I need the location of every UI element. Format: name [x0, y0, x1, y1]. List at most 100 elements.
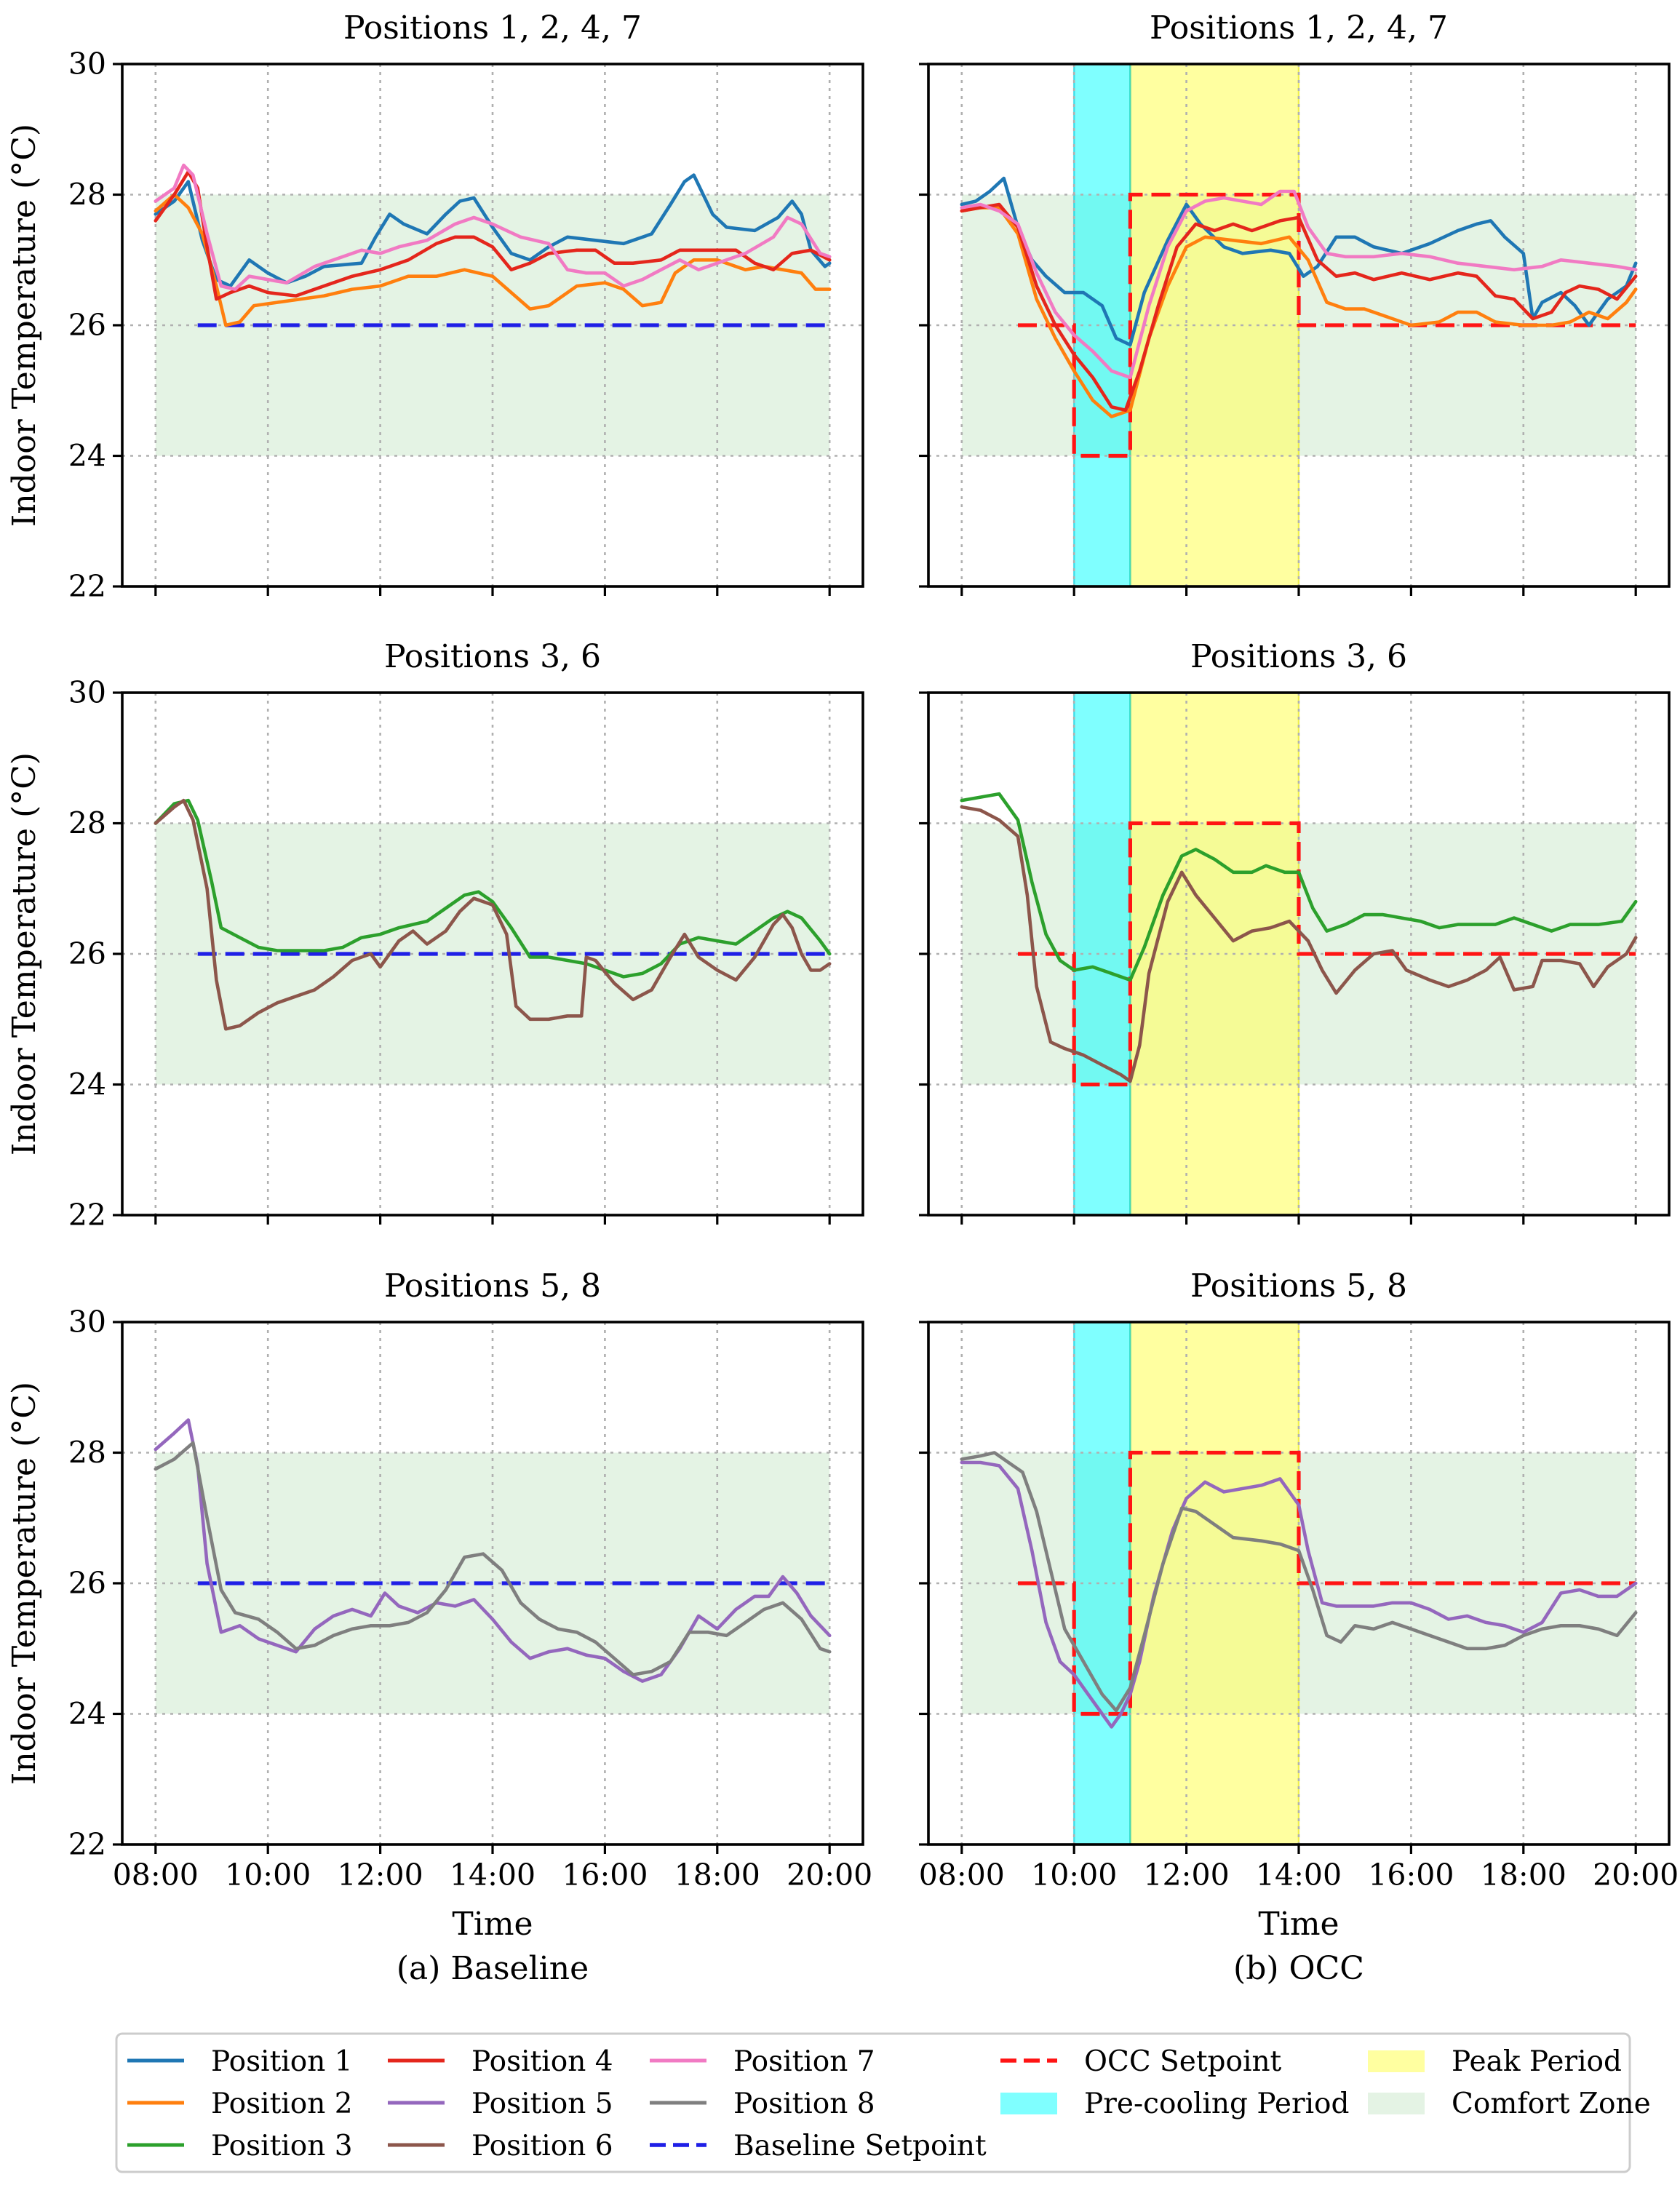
legend-item-position-7: Position 7 [650, 2045, 875, 2078]
series-line-position-2 [154, 193, 832, 327]
y-tick-label: 30 [68, 1305, 106, 1340]
series-line-position-2 [960, 206, 1638, 418]
x-tick-label: 10:00 [1031, 1858, 1117, 1893]
y-tick-label: 28 [68, 806, 106, 841]
y-tick-label: 24 [68, 439, 106, 474]
series-line-position-4 [960, 202, 1638, 412]
x-tick-label: 12:00 [1144, 1858, 1230, 1893]
chart-panel-3: 22 24 26 28 30 Positions 3, 6 Indoor Temperatu… [6, 638, 864, 1233]
x-tick-label: 08:00 [113, 1858, 199, 1893]
x-tick-label: 14:00 [450, 1858, 536, 1893]
series-line-position-1 [960, 176, 1638, 347]
legend-item-position-3: Position 3 [127, 2130, 353, 2162]
legend-item-position-1: Position 1 [127, 2045, 353, 2078]
legend-label: Position 3 [211, 2130, 353, 2162]
series-line-position-1 [154, 173, 832, 288]
y-tick-label: 24 [68, 1067, 106, 1102]
series-line-position-6 [154, 798, 832, 1031]
series-line-position-8 [960, 1451, 1638, 1713]
chart-title: Positions 1, 2, 4, 7 [343, 9, 642, 47]
legend-label: Baseline Setpoint [733, 2130, 987, 2162]
setpoint-line-occ-setpoint [1018, 1450, 1636, 1716]
legend-label: Position 2 [211, 2088, 353, 2120]
x-tick-label: 16:00 [562, 1858, 648, 1893]
chart-title: Positions 1, 2, 4, 7 [1150, 9, 1448, 47]
series-line-position-7 [960, 189, 1638, 380]
chart-panel-2: Positions 1, 2, 4, 7 [919, 9, 1671, 596]
legend-label: Position 5 [471, 2088, 613, 2120]
legend-swatch [1368, 2050, 1425, 2072]
chart-title: Positions 5, 8 [1190, 1267, 1407, 1305]
series-line-position-4 [154, 170, 832, 301]
series-line-position-8 [154, 1441, 832, 1676]
y-tick-label: 28 [68, 178, 106, 212]
x-tick-label: 18:00 [674, 1858, 760, 1893]
subfigure-caption: (b) OCC [1233, 1950, 1364, 1987]
x-tick-label: 20:00 [1593, 1858, 1679, 1893]
legend-item-position-4: Position 4 [388, 2045, 613, 2078]
x-tick-label: 18:00 [1481, 1858, 1566, 1893]
legend-item-position-6: Position 6 [388, 2130, 613, 2162]
chart-title: Positions 5, 8 [384, 1267, 601, 1305]
legend-item-position-8: Position 8 [650, 2088, 875, 2120]
series-line-position-7 [154, 163, 832, 291]
legend-label: Pre-cooling Period [1084, 2088, 1350, 2120]
legend-item-position-5: Position 5 [388, 2088, 613, 2120]
legend-label: Position 1 [211, 2045, 353, 2078]
subfigure-caption: (a) Baseline [397, 1950, 589, 1987]
x-axis-label: Time [1258, 1906, 1339, 1943]
legend-item-pre-cooling-period: Pre-cooling Period [1000, 2088, 1350, 2120]
x-tick-label: 16:00 [1368, 1858, 1454, 1893]
legend-item-baseline-setpoint: Baseline Setpoint [650, 2130, 987, 2162]
y-tick-label: 24 [68, 1697, 106, 1732]
legend-label: OCC Setpoint [1084, 2045, 1282, 2078]
series-line-position-3 [154, 798, 832, 979]
x-tick-label: 08:00 [919, 1858, 1005, 1893]
x-tick-label: 10:00 [225, 1858, 311, 1893]
peak-period [1130, 693, 1299, 1215]
y-tick-label: 28 [68, 1436, 106, 1470]
series-line-position-6 [960, 805, 1638, 1083]
chart-panel-5: 08:00 10:00 12:00 14:00 16:00 18:00 20:00 22 24 2… [6, 1267, 872, 1987]
y-axis-label: Indoor Temperature (°C) [6, 1382, 43, 1785]
legend-swatch [1368, 2093, 1425, 2114]
series-line-position-5 [960, 1460, 1638, 1729]
legend-label: Position 8 [733, 2088, 875, 2120]
y-axis-label: Indoor Temperature (°C) [6, 752, 43, 1155]
y-tick-label: 30 [68, 47, 106, 81]
y-tick-label: 30 [68, 675, 106, 710]
legend-item-peak-period: Peak Period [1368, 2045, 1622, 2078]
series-line-position-5 [154, 1418, 832, 1683]
chart-panel-1: 22 24 26 28 30 Positions 1, 2, 4, 7 Indoor Tem… [6, 9, 864, 604]
series-line-position-3 [960, 792, 1638, 982]
legend-item-comfort-zone: Comfort Zone [1368, 2088, 1651, 2120]
legend-label: Comfort Zone [1452, 2088, 1651, 2120]
legend-label: Peak Period [1452, 2045, 1622, 2078]
y-tick-label: 22 [68, 1827, 106, 1862]
y-axis-label: Indoor Temperature (°C) [6, 124, 43, 527]
chart-title: Positions 3, 6 [1190, 638, 1407, 675]
x-tick-label: 14:00 [1256, 1858, 1342, 1893]
peak-period [1130, 64, 1299, 586]
y-tick-label: 26 [68, 308, 106, 343]
legend: Position 1 Position 4 Position 7 OCC Setpoi… [115, 2032, 1651, 2173]
x-axis-label: Time [452, 1906, 533, 1943]
legend-box [115, 2032, 1631, 2173]
y-tick-label: 22 [68, 569, 106, 604]
legend-item-position-2: Position 2 [127, 2088, 353, 2120]
legend-item-occ-setpoint: OCC Setpoint [1000, 2045, 1282, 2078]
chart-panel-6: 08:00 10:00 12:00 14:00 16:00 18:00 20:00 Posit… [919, 1267, 1679, 1987]
y-tick-label: 26 [68, 1566, 106, 1601]
chart-panel-4: Positions 3, 6 [919, 638, 1671, 1225]
y-tick-label: 22 [68, 1198, 106, 1233]
setpoint-line-occ-setpoint [1018, 192, 1636, 458]
chart-title: Positions 3, 6 [384, 638, 601, 675]
chart-panels: 22 24 26 28 30 Positions 1, 2, 4, 7 Indoor Tem… [6, 9, 1679, 1987]
legend-label: Position 4 [471, 2045, 613, 2078]
legend-swatch [1000, 2093, 1057, 2114]
x-tick-label: 20:00 [787, 1858, 872, 1893]
x-tick-label: 12:00 [338, 1858, 423, 1893]
legend-label: Position 6 [471, 2130, 613, 2162]
y-tick-label: 26 [68, 936, 106, 971]
